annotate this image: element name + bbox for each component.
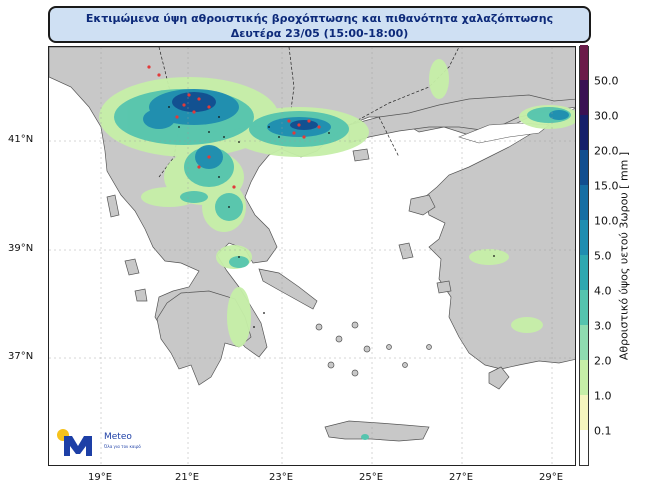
grid-layer xyxy=(49,47,575,465)
colorbar-tick-label: 30.0 xyxy=(594,109,619,123)
colorbar-segment xyxy=(580,430,588,465)
lon-label-25: 25°E xyxy=(358,472,384,483)
lon-label-19: 19°E xyxy=(87,472,113,483)
map-title-box: Εκτιμώμενα ύψη αθροιστικής βροχόπτωσης κ… xyxy=(48,6,591,43)
colorbar-segment xyxy=(580,220,588,255)
colorbar-segment xyxy=(580,45,588,80)
precip-layer xyxy=(99,59,575,440)
meteo-logo-icon xyxy=(57,429,92,456)
lon-label-23: 23°E xyxy=(268,472,294,483)
colorbar-segment xyxy=(580,360,588,395)
colorbar-tick-label: 3.0 xyxy=(594,319,612,333)
colorbar-tick-label: 0.1 xyxy=(594,424,612,438)
lat-label-39: 39°N xyxy=(8,243,34,254)
lat-label-37: 37°N xyxy=(8,351,34,362)
colorbar-tick-label: 20.0 xyxy=(594,144,619,158)
colorbar-segment xyxy=(580,185,588,220)
lat-label-41: 41°N xyxy=(8,134,34,145)
lon-label-21: 21°E xyxy=(174,472,200,483)
lon-label-27: 27°E xyxy=(448,472,474,483)
colorbar-segment xyxy=(580,255,588,290)
colorbar-tick-label: 50.0 xyxy=(594,74,619,88)
colorbar-segment xyxy=(580,150,588,185)
colorbar-tick-label: 2.0 xyxy=(594,354,612,368)
colorbar-tick-label: 1.0 xyxy=(594,389,612,403)
map-area xyxy=(48,46,576,466)
colorbar-tick-label: 4.0 xyxy=(594,284,612,298)
map-subtitle: Δευτέρα 23/05 (15:00-18:00) xyxy=(230,27,409,40)
colorbar-segment xyxy=(580,115,588,150)
colorbar-segment xyxy=(580,325,588,360)
colorbar-segment xyxy=(580,80,588,115)
logo-name: Meteo xyxy=(104,432,132,442)
colorbar-title: Αθροιστικό ύψος υετού 3ωρου [ mm ] xyxy=(617,151,631,361)
lon-label-29: 29°E xyxy=(538,472,564,483)
colorbar-tick-label: 10.0 xyxy=(594,214,619,228)
map-canvas xyxy=(49,47,575,465)
colorbar-segment xyxy=(580,395,588,430)
logo-tagline: Όλα για τον καιρό xyxy=(104,444,141,449)
colorbar-tick-label: 5.0 xyxy=(594,249,612,263)
map-title: Εκτιμώμενα ύψη αθροιστικής βροχόπτωσης κ… xyxy=(85,12,554,25)
colorbar-segment xyxy=(580,290,588,325)
colorbar xyxy=(579,45,589,466)
colorbar-tick-label: 15.0 xyxy=(594,179,619,193)
